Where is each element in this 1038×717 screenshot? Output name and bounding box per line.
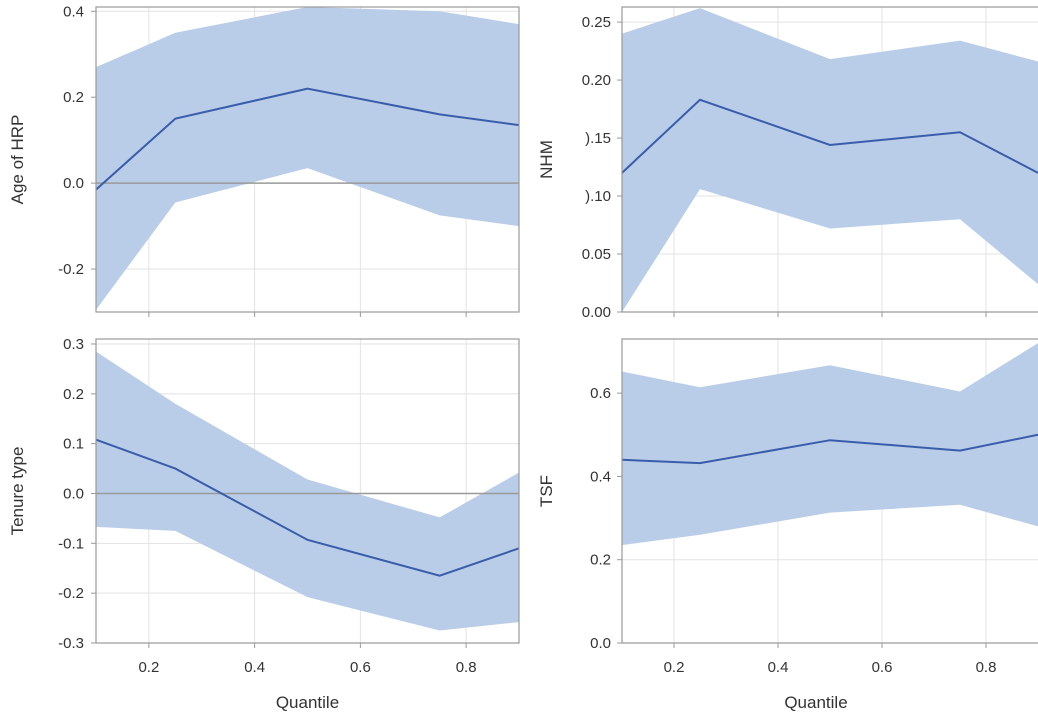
confidence-band (622, 8, 1038, 312)
y-tick-label: -0.3 (58, 635, 84, 652)
confidence-band (96, 7, 519, 310)
plot-frame (95, 6, 520, 313)
confidence-band (96, 351, 519, 631)
y-tick-label: 0.4 (63, 3, 84, 20)
panel-nhm: 0.00 0.05 ).10 ).15 0.20 0.25 NHM (537, 6, 1038, 321)
y-tick-label: 0.0 (590, 635, 611, 652)
panel-age-of-hrp: -0.2 0.0 0.2 0.4 Age of HRP (8, 3, 520, 317)
y-tick-label: 0.00 (582, 304, 611, 321)
plot-frame (621, 338, 1038, 644)
y-tick-label: 0.05 (582, 246, 611, 263)
y-tick-label: ).15 (585, 130, 611, 147)
plot-frame (95, 338, 520, 644)
panel-tenure-type: -0.3 -0.2 -0.1 0.0 0.1 0.2 0.3 0.2 0.4 0.6 0.8 Quan… (8, 336, 520, 712)
x-tick-label: 0.4 (244, 659, 265, 676)
x-axis-label: Quantile (784, 693, 847, 712)
y-tick-label: 0.1 (63, 436, 84, 453)
y-axis-label: Tenure type (8, 447, 27, 536)
plot-frame (621, 6, 1038, 313)
x-tick-label: 0.6 (872, 659, 893, 676)
panel-tsf: 0.0 0.2 0.4 0.6 0.2 0.4 0.6 0.8 Quantile TSF (537, 338, 1038, 712)
y-axis-label: Age of HRP (8, 115, 27, 205)
y-axis-label: NHM (537, 140, 556, 179)
confidence-band (622, 343, 1038, 546)
y-tick-label: 0.20 (582, 72, 611, 89)
y-tick-label: 0.2 (63, 386, 84, 403)
y-tick-label: 0.0 (63, 175, 84, 192)
y-tick-label: -0.2 (58, 585, 84, 602)
y-tick-label: -0.1 (58, 535, 84, 552)
y-tick-label: 0.25 (582, 14, 611, 31)
x-tick-label: 0.2 (664, 659, 685, 676)
x-tick-label: 0.6 (350, 659, 371, 676)
y-tick-label: ).10 (585, 188, 611, 205)
x-tick-label: 0.8 (976, 659, 997, 676)
x-axis-label: Quantile (276, 693, 339, 712)
x-tick-label: 0.8 (456, 659, 477, 676)
x-tick-label: 0.2 (138, 659, 159, 676)
y-tick-label: -0.2 (58, 261, 84, 278)
y-tick-label: 0.2 (63, 89, 84, 106)
y-axis-label: TSF (537, 475, 556, 507)
x-tick-label: 0.4 (768, 659, 789, 676)
y-tick-label: 0.3 (63, 336, 84, 353)
y-tick-label: 0.6 (590, 385, 611, 402)
y-tick-label: 0.0 (63, 485, 84, 502)
y-tick-label: 0.2 (590, 552, 611, 569)
y-tick-label: 0.4 (590, 468, 611, 485)
